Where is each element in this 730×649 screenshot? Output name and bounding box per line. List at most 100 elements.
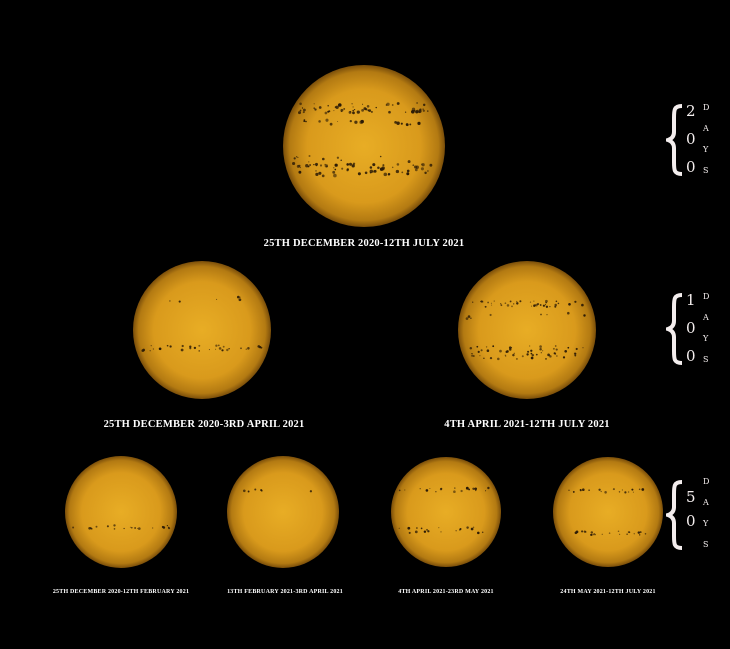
sunspot: [315, 162, 318, 166]
sun-label-200-days: 25TH DECEMBER 2020-12TH JULY 2021: [263, 238, 465, 249]
sunspot: [519, 300, 522, 303]
days-letter: S: [703, 355, 709, 364]
sunspot: [391, 104, 394, 106]
sunspot: [429, 487, 431, 490]
sunspot: [346, 169, 349, 172]
sunspot: [95, 525, 98, 528]
sun-image: [283, 65, 445, 227]
sunspot: [303, 120, 306, 123]
sunspot: [299, 109, 302, 112]
sunspot: [299, 166, 301, 169]
sunspot: [215, 344, 218, 347]
sunspot: [465, 486, 469, 490]
sunspot: [332, 170, 336, 174]
sunspot: [420, 527, 423, 530]
sunspot: [343, 107, 346, 110]
sunspot: [459, 529, 461, 531]
sunspot: [315, 170, 317, 172]
sunspot: [336, 156, 340, 159]
sunspot: [627, 491, 630, 493]
sunspot: [422, 109, 425, 112]
sunspot: [574, 531, 578, 535]
days-letter: S: [703, 540, 709, 549]
solar-disk: [553, 457, 663, 567]
sunspot: [631, 488, 634, 491]
sun-label-50-days-4: 24TH MAY 2021-12TH JULY 2021: [560, 589, 656, 595]
sunspot: [334, 106, 337, 109]
sunspot: [383, 172, 388, 177]
sunspot: [531, 353, 535, 357]
sunspot: [360, 119, 364, 124]
sunspot: [236, 295, 240, 299]
sunspot: [366, 105, 370, 108]
sunspot: [500, 304, 503, 307]
sunspot: [423, 530, 427, 533]
sunspot: [321, 174, 325, 178]
sunspot: [221, 349, 224, 352]
sunspot: [296, 156, 298, 158]
sunspot: [492, 345, 495, 348]
duration-digit: 0: [686, 347, 696, 365]
sunspot: [506, 350, 509, 353]
sunspot: [484, 305, 487, 308]
sunspot: [554, 305, 557, 308]
sunspot: [298, 170, 302, 174]
sunspot: [149, 350, 151, 352]
sunspot: [364, 171, 368, 175]
sunspot: [396, 163, 400, 166]
sunspot: [321, 157, 325, 161]
sunspot: [416, 109, 418, 111]
sunspot: [476, 345, 479, 348]
sunspot: [471, 354, 474, 357]
sunspot: [549, 355, 552, 358]
sunspot: [582, 347, 584, 349]
sunspot: [88, 526, 91, 530]
sunspot: [581, 530, 584, 533]
sunspot: [500, 303, 502, 305]
duration-digit: 0: [686, 512, 696, 530]
sunspot: [619, 533, 621, 535]
sunspot: [600, 490, 602, 493]
sunspot: [425, 489, 429, 492]
sunspot: [632, 491, 634, 493]
sunspot: [327, 110, 330, 113]
sunspot: [529, 345, 531, 347]
sunspot: [348, 162, 353, 166]
sunspot: [486, 349, 490, 352]
sunspot: [479, 355, 481, 357]
sunspot: [333, 173, 337, 178]
sun-image: [458, 261, 596, 399]
sunspot: [530, 356, 534, 360]
sunspot: [315, 172, 319, 176]
sunspot: [356, 110, 360, 114]
sunspot: [531, 305, 532, 307]
sunspot: [427, 530, 430, 533]
sunspot: [362, 103, 364, 105]
sunspot: [412, 164, 415, 167]
sunspot: [542, 304, 546, 307]
sunspot: [455, 530, 457, 532]
sunspot: [489, 356, 493, 360]
sunspot: [555, 300, 558, 303]
solar-disk: [133, 261, 271, 399]
sunspot: [556, 355, 558, 357]
sunspot: [544, 304, 546, 306]
sunspot: [298, 164, 301, 168]
sunspot: [325, 118, 329, 122]
brace-icon: [666, 104, 683, 176]
sunspot: [554, 353, 557, 355]
sunspot: [136, 527, 139, 529]
sunspot: [293, 157, 296, 160]
sunspot: [509, 300, 512, 303]
sunspot: [313, 163, 315, 166]
sunspot: [540, 313, 542, 316]
sunspot: [472, 526, 475, 528]
sunspot: [324, 111, 328, 115]
sunspot: [598, 488, 601, 491]
sunspot: [567, 346, 570, 349]
sunspot: [401, 171, 404, 174]
sunspot: [379, 167, 384, 171]
sunspot: [506, 304, 510, 307]
sunspot: [313, 107, 315, 109]
sunspot: [626, 533, 628, 535]
